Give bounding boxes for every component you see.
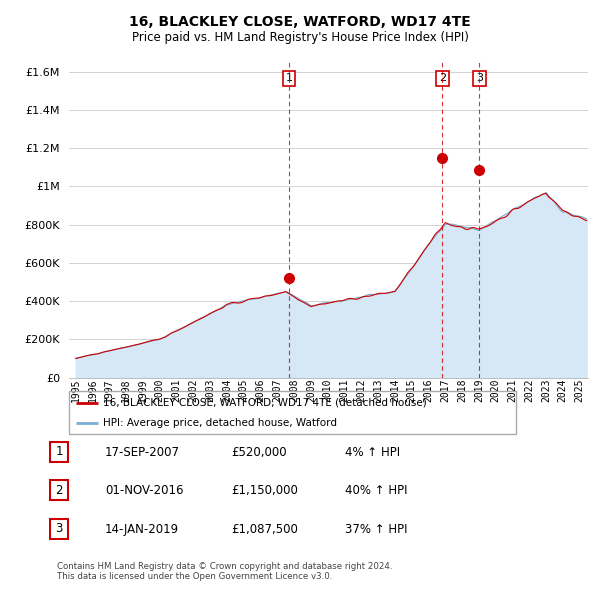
Text: 4% ↑ HPI: 4% ↑ HPI <box>345 446 400 459</box>
Text: 14-JAN-2019: 14-JAN-2019 <box>105 523 179 536</box>
Text: £1,150,000: £1,150,000 <box>231 484 298 497</box>
Text: 17-SEP-2007: 17-SEP-2007 <box>105 446 180 459</box>
Text: 40% ↑ HPI: 40% ↑ HPI <box>345 484 407 497</box>
Text: Contains HM Land Registry data © Crown copyright and database right 2024.
This d: Contains HM Land Registry data © Crown c… <box>57 562 392 581</box>
Text: 3: 3 <box>476 73 483 83</box>
Text: 3: 3 <box>55 522 63 535</box>
Text: 16, BLACKLEY CLOSE, WATFORD, WD17 4TE (detached house): 16, BLACKLEY CLOSE, WATFORD, WD17 4TE (d… <box>103 398 426 408</box>
Text: £520,000: £520,000 <box>231 446 287 459</box>
Text: HPI: Average price, detached house, Watford: HPI: Average price, detached house, Watf… <box>103 418 337 428</box>
Text: 2: 2 <box>439 73 446 83</box>
Text: 2: 2 <box>55 484 63 497</box>
Text: £1,087,500: £1,087,500 <box>231 523 298 536</box>
Text: 37% ↑ HPI: 37% ↑ HPI <box>345 523 407 536</box>
Text: 1: 1 <box>55 445 63 458</box>
Text: 01-NOV-2016: 01-NOV-2016 <box>105 484 184 497</box>
Text: Price paid vs. HM Land Registry's House Price Index (HPI): Price paid vs. HM Land Registry's House … <box>131 31 469 44</box>
Text: 1: 1 <box>286 73 293 83</box>
Text: 16, BLACKLEY CLOSE, WATFORD, WD17 4TE: 16, BLACKLEY CLOSE, WATFORD, WD17 4TE <box>129 15 471 29</box>
